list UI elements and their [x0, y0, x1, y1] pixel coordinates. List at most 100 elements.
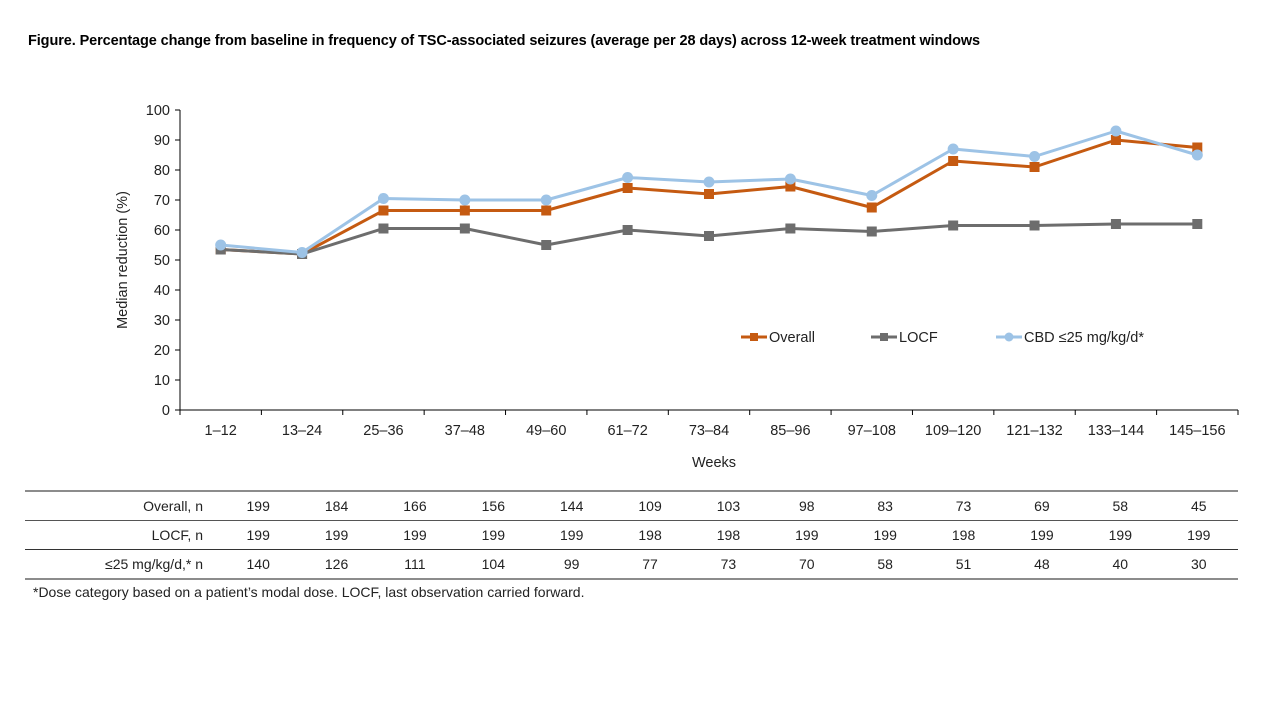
data-point — [622, 172, 634, 183]
data-point — [1110, 219, 1121, 229]
x-tick-label: 1–12 — [205, 423, 237, 439]
data-point — [541, 240, 552, 250]
table-cell: 199 — [454, 520, 533, 550]
table-cell: 199 — [297, 520, 376, 550]
data-point — [541, 205, 552, 216]
table-cell: 199 — [219, 520, 298, 550]
line-chart: 0 10 20 30 40 50 60 70 80 90 100 1–12 13–24 25–36 37–… — [115, 103, 1239, 471]
table-cell: 199 — [1081, 520, 1160, 550]
data-point — [866, 226, 877, 237]
footnote: *Dose category based on a patient’s moda… — [33, 584, 585, 600]
data-point — [784, 173, 796, 185]
data-point — [540, 194, 552, 206]
data-point — [1110, 125, 1122, 137]
table-cell: 69 — [1002, 490, 1082, 521]
table-cell: 73 — [924, 490, 1003, 521]
y-axis-label: Median reduction (%) — [115, 191, 131, 329]
y-tick-label: 0 — [162, 403, 170, 419]
table-cell: 166 — [375, 490, 455, 521]
data-point — [378, 205, 389, 216]
data-point — [1029, 162, 1040, 172]
data-point — [704, 231, 714, 241]
table-cell: 111 — [375, 549, 455, 580]
data-point — [1192, 142, 1203, 153]
table-cell: 199 — [219, 490, 298, 521]
row-label: LOCF, n — [25, 520, 219, 550]
table-cell: 58 — [846, 549, 925, 580]
legend-item: Overall — [741, 330, 815, 346]
y-tick-label: 30 — [154, 313, 170, 329]
x-tick-label: 13–24 — [282, 423, 322, 439]
table-row: Overall, n 199 184 166 156 144 109 103 98 83 73 69 5… — [25, 490, 1238, 521]
table-cell: 109 — [610, 490, 690, 521]
legend-item: LOCF — [871, 330, 938, 346]
table-cell: 58 — [1081, 490, 1160, 521]
x-tick-label: 145–156 — [1169, 423, 1225, 439]
data-point — [785, 181, 796, 192]
series-cbd-25-mg-kg-d — [215, 125, 1203, 258]
x-tick-label: 25–36 — [363, 423, 403, 439]
table-cell: 199 — [767, 520, 846, 550]
y-tick-label: 40 — [154, 283, 170, 299]
table-cell: 198 — [610, 520, 690, 550]
table-cell: 104 — [454, 549, 533, 580]
legend-label: CBD ≤25 mg/kg/d* — [1024, 330, 1144, 346]
x-axis: 1–12 13–24 25–36 37–48 49–60 61–72 73–84 85–96 9… — [175, 409, 1239, 439]
series-locf — [215, 219, 1203, 259]
table-cell: 156 — [454, 490, 533, 521]
legend: Overall LOCF CBD ≤25 mg/kg/d* — [741, 330, 1144, 346]
table-cell: 40 — [1081, 549, 1160, 580]
data-point — [1029, 220, 1040, 231]
x-tick-label: 121–132 — [1006, 423, 1062, 439]
table-cell: 83 — [846, 490, 925, 521]
table-cell: 199 — [1159, 520, 1238, 550]
series-group — [215, 125, 1203, 259]
table-cell: 144 — [532, 490, 611, 521]
legend-item: CBD ≤25 mg/kg/d* — [996, 330, 1144, 346]
table-cell: 199 — [375, 520, 455, 550]
data-point — [1110, 135, 1121, 145]
table-cell: 98 — [767, 490, 846, 521]
y-tick-label: 90 — [154, 133, 170, 149]
legend-label: Overall — [769, 330, 815, 346]
x-tick-label: 37–48 — [445, 423, 485, 439]
data-point — [622, 225, 633, 235]
legend-marker — [750, 333, 758, 341]
x-axis-label: Weeks — [692, 455, 736, 471]
y-tick-label: 60 — [154, 223, 170, 239]
table-cell: 184 — [297, 490, 376, 521]
x-tick-label: 97–108 — [848, 423, 896, 439]
table-row: LOCF, n 199 199 199 199 199 198 198 199 199 198 199… — [25, 520, 1238, 550]
y-tick-label: 100 — [146, 103, 170, 119]
data-point — [703, 176, 715, 188]
table-cell: 198 — [689, 520, 768, 550]
data-point — [459, 223, 470, 234]
table-cell: 126 — [297, 549, 376, 580]
table-cell: 70 — [767, 549, 846, 580]
table-cell: 45 — [1159, 490, 1238, 521]
data-point — [948, 156, 959, 166]
data-point — [866, 202, 877, 213]
y-tick-label: 70 — [154, 193, 170, 209]
data-point — [785, 223, 796, 234]
y-tick-label: 10 — [154, 373, 170, 389]
y-tick-label: 50 — [154, 253, 170, 269]
row-label: Overall, n — [25, 490, 219, 521]
data-point — [947, 143, 959, 155]
table-cell: 30 — [1159, 549, 1238, 580]
data-point — [378, 223, 389, 234]
table-row: ≤25 mg/kg/d,* n 140 126 111 104 99 77 73 70 58 51 4… — [25, 549, 1238, 580]
x-tick-label: 133–144 — [1088, 423, 1144, 439]
y-axis: 0 10 20 30 40 50 60 70 80 90 100 — [146, 103, 181, 419]
data-point — [459, 194, 471, 206]
table-cell: 77 — [610, 549, 690, 580]
data-point — [948, 220, 959, 231]
table-cell: 140 — [219, 549, 298, 580]
y-tick-label: 20 — [154, 343, 170, 359]
figure-title: Figure. Percentage change from baseline … — [28, 33, 981, 49]
table-cell: 199 — [1002, 520, 1082, 550]
data-point — [866, 190, 878, 201]
legend-marker — [1004, 332, 1014, 342]
x-tick-label: 61–72 — [607, 423, 647, 439]
table-cell: 103 — [689, 490, 768, 521]
